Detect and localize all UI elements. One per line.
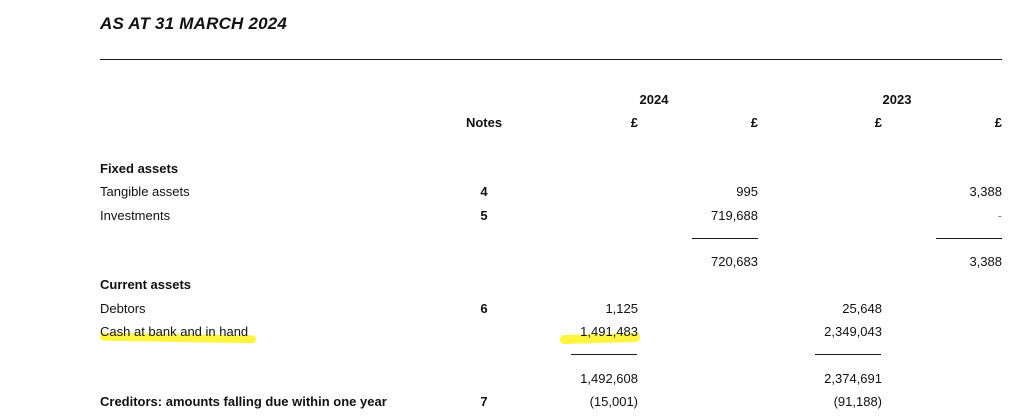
row-value-tangible-assets-2023: 3,388: [969, 184, 1002, 199]
subtotal-rule-current-2024: [571, 354, 637, 355]
current-assets-subtotal-2023: 2,374,691: [824, 371, 882, 386]
row-value-investments-2024: 719,688: [711, 208, 758, 223]
row-label-debtors: Debtors: [100, 301, 146, 316]
row-value-creditors-2024: (15,001): [589, 394, 638, 409]
row-value-debtors-2024: 1,125: [605, 301, 638, 316]
row-value-debtors-2023: 25,648: [842, 301, 882, 316]
row-value-creditors-2023: (91,188): [833, 394, 882, 409]
notes-column-header: Notes: [465, 115, 503, 130]
subtotal-rule-fixed-2024: [692, 238, 758, 239]
currency-header-current-total: £: [750, 115, 758, 130]
subtotal-rule-fixed-2023: [936, 238, 1002, 239]
year-header-prior: 2023: [882, 92, 912, 107]
current-assets-subtotal-2024: 1,492,608: [580, 371, 638, 386]
subtotal-rule-current-2023: [815, 354, 881, 355]
currency-header-prior-total: £: [994, 115, 1002, 130]
document-title: AS AT 31 MARCH 2024: [100, 14, 288, 33]
year-header-current: 2024: [639, 92, 669, 107]
row-label-cash-at-bank: Cash at bank and in hand: [100, 324, 249, 339]
row-note-tangible-assets: 4: [480, 184, 488, 199]
row-label-tangible-assets: Tangible assets: [100, 184, 190, 199]
row-label-investments: Investments: [100, 208, 171, 223]
row-value-investments-2023: -: [997, 208, 1002, 223]
currency-header-prior-detail: £: [874, 115, 882, 130]
current-assets-heading: Current assets: [100, 277, 192, 292]
row-value-cash-at-bank-2024: 1,491,483: [580, 324, 638, 339]
row-note-creditors: 7: [480, 394, 488, 409]
row-note-investments: 5: [480, 208, 488, 223]
row-note-debtors: 6: [480, 301, 488, 316]
fixed-assets-heading: Fixed assets: [100, 161, 179, 176]
title-underline: [100, 59, 1002, 60]
currency-header-current-detail: £: [630, 115, 638, 130]
row-value-cash-at-bank-2023: 2,349,043: [824, 324, 882, 339]
row-value-tangible-assets-2024: 995: [736, 184, 758, 199]
fixed-assets-subtotal-2024: 720,683: [711, 254, 758, 269]
row-label-creditors: Creditors: amounts falling due within on…: [100, 394, 387, 409]
fixed-assets-subtotal-2023: 3,388: [969, 254, 1002, 269]
